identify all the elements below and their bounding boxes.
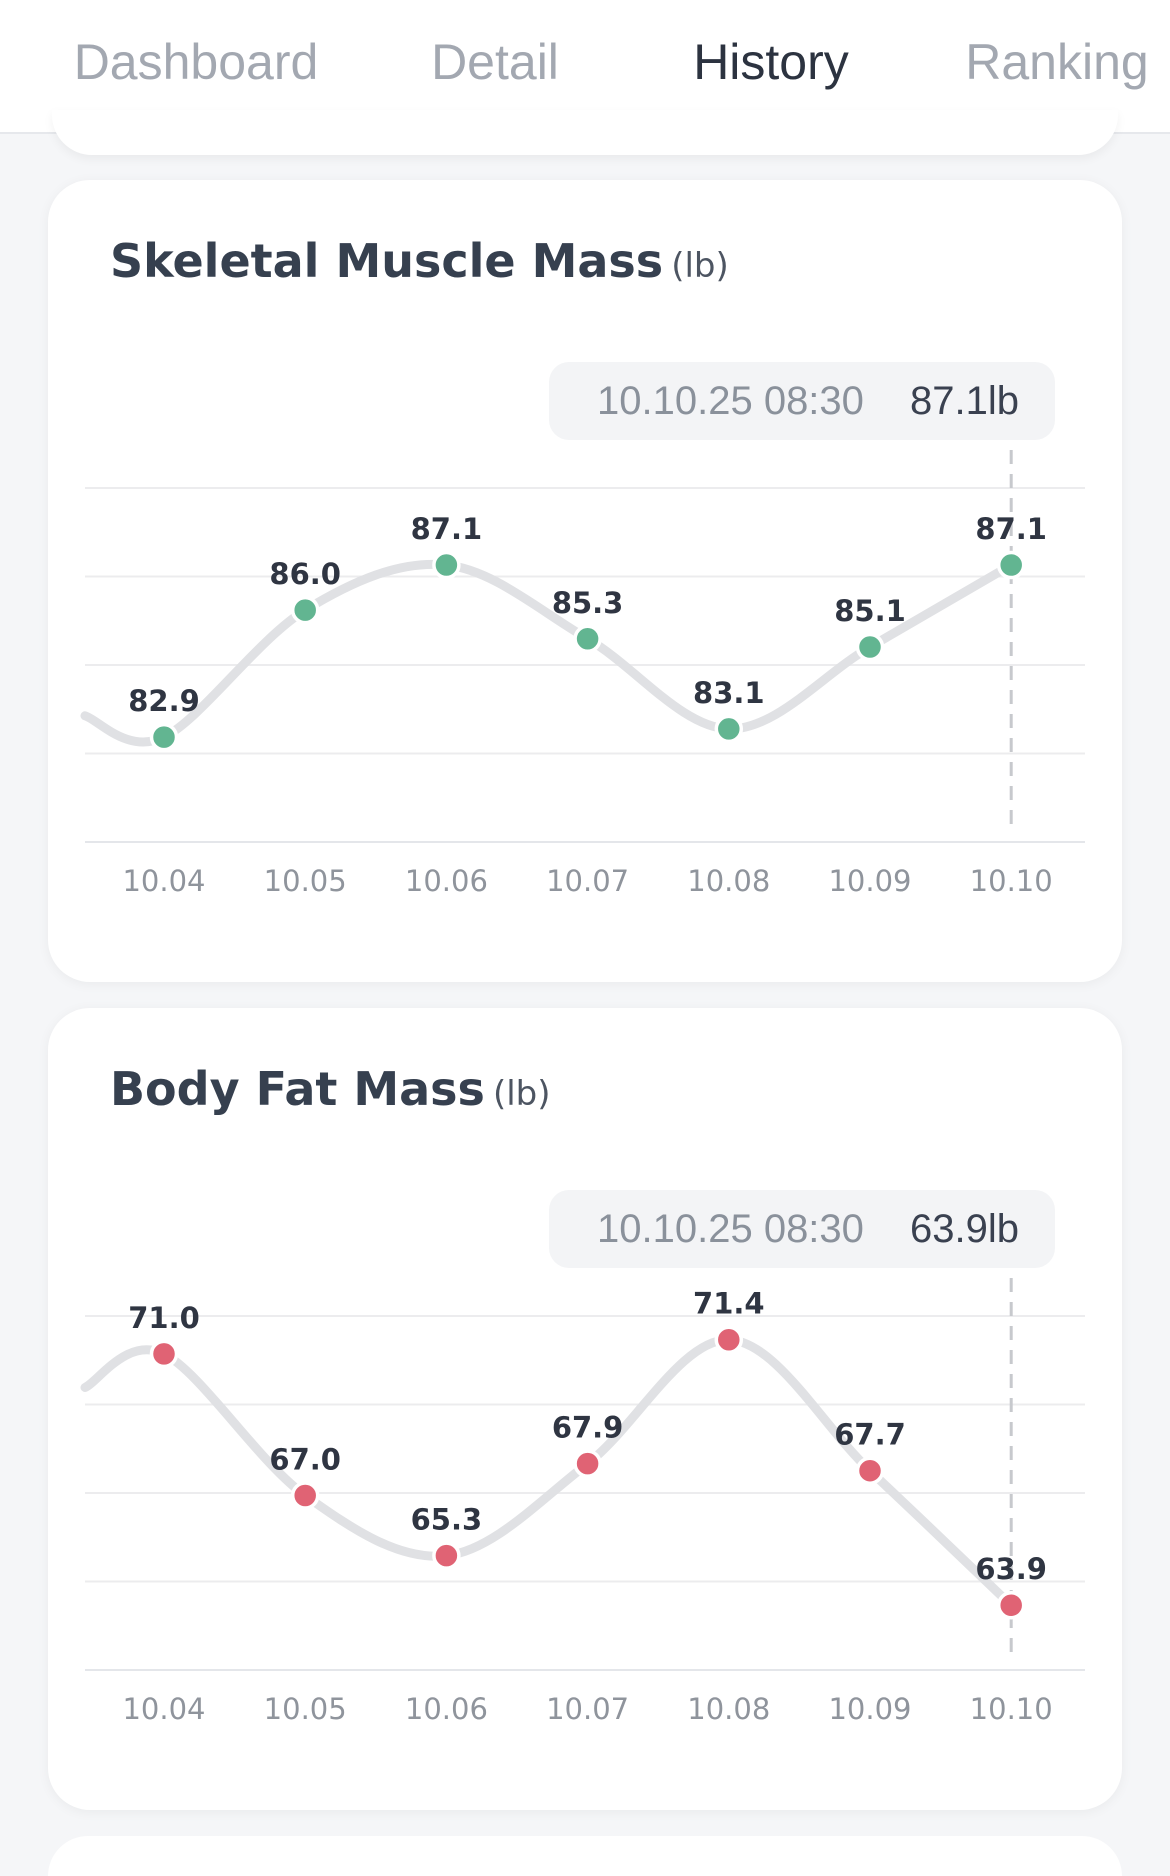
data-point (432, 550, 461, 580)
tooltip-date: 10.10.25 08:30 (597, 1207, 864, 1251)
selected-point-tooltip: 10.10.25 08:30 63.9lb (549, 1190, 1055, 1268)
previous-card-edge (52, 110, 1118, 155)
x-tick-label: 10.10 (970, 864, 1053, 898)
tab-ranking[interactable]: Ranking (965, 34, 1149, 90)
x-tick-label: 10.04 (122, 864, 205, 898)
data-label: 67.7 (834, 1418, 906, 1452)
tooltip-value: 87.1lb (910, 379, 1019, 423)
x-tick-label: 10.04 (122, 1692, 205, 1726)
card-title-text: Body Fat Mass (110, 1062, 485, 1116)
x-tick-label: 10.07 (546, 1692, 629, 1726)
data-label: 87.1 (411, 512, 483, 546)
data-label: 82.9 (128, 684, 200, 718)
x-tick-label: 10.05 (264, 1692, 347, 1726)
data-point (855, 632, 885, 662)
x-tick-label: 10.06 (405, 864, 488, 898)
x-tick-label: 10.09 (828, 1692, 911, 1726)
tooltip-value: 63.9lb (910, 1207, 1019, 1251)
data-point (290, 1481, 320, 1510)
next-card-edge (48, 1836, 1122, 1876)
data-label: 67.9 (552, 1411, 624, 1445)
data-label: 83.1 (693, 676, 765, 710)
body-fat-chart[interactable]: 71.0 10.04 67.0 10.05 65.3 10.06 67.9 10.07 71.4… (48, 1008, 1122, 1810)
data-point (573, 624, 602, 654)
x-tick-label: 10.08 (687, 864, 770, 898)
x-tick-label: 10.10 (970, 1692, 1053, 1726)
x-tick-label: 10.08 (687, 1692, 770, 1726)
card-title: Body Fat Mass (lb) (110, 1062, 551, 1116)
data-label: 85.1 (834, 594, 906, 628)
data-label: 85.3 (552, 586, 624, 620)
skeletal-muscle-chart[interactable]: 82.9 10.04 86.0 10.05 87.1 10.06 85.3 10.07 83.1… (48, 180, 1122, 982)
data-label: 67.0 (269, 1442, 341, 1476)
data-point (714, 1325, 744, 1354)
data-point (149, 1339, 179, 1369)
x-tick-label: 10.05 (264, 864, 347, 898)
tooltip-date: 10.10.25 08:30 (597, 379, 864, 423)
tab-history[interactable]: History (693, 34, 849, 90)
tab-dashboard[interactable]: Dashboard (73, 34, 319, 90)
card-title-unit: (lb) (492, 1074, 551, 1114)
series-line (80, 1335, 1016, 1610)
data-point (996, 1590, 1026, 1620)
x-tick-label: 10.06 (405, 1692, 488, 1726)
data-point (573, 1449, 602, 1478)
data-point (714, 714, 744, 744)
data-label: 63.9 (975, 1552, 1047, 1586)
data-label: 65.3 (411, 1503, 483, 1537)
card-title-unit: (lb) (671, 246, 729, 286)
data-point (855, 1456, 885, 1485)
x-tick-label: 10.07 (546, 864, 629, 898)
card-title-text: Skeletal Muscle Mass (110, 234, 664, 288)
data-label: 71.4 (693, 1287, 765, 1321)
data-point (996, 550, 1026, 580)
data-point (149, 722, 179, 752)
data-label: 86.0 (269, 557, 341, 591)
tab-detail[interactable]: Detail (431, 34, 559, 90)
x-tick-label: 10.09 (828, 864, 911, 898)
series-line (80, 559, 1016, 747)
card-title: Skeletal Muscle Mass (lb) (110, 234, 729, 288)
data-point (432, 1541, 461, 1570)
body-fat-mass-card: Body Fat Mass (lb) 10.10.25 08:30 63.9lb … (48, 1008, 1122, 1810)
selected-point-tooltip: 10.10.25 08:30 87.1lb (549, 362, 1055, 440)
data-label: 87.1 (975, 512, 1047, 546)
data-label: 71.0 (128, 1301, 200, 1335)
skeletal-muscle-mass-card: Skeletal Muscle Mass (lb) 10.10.25 08:30 … (48, 180, 1122, 982)
data-point (290, 595, 320, 625)
